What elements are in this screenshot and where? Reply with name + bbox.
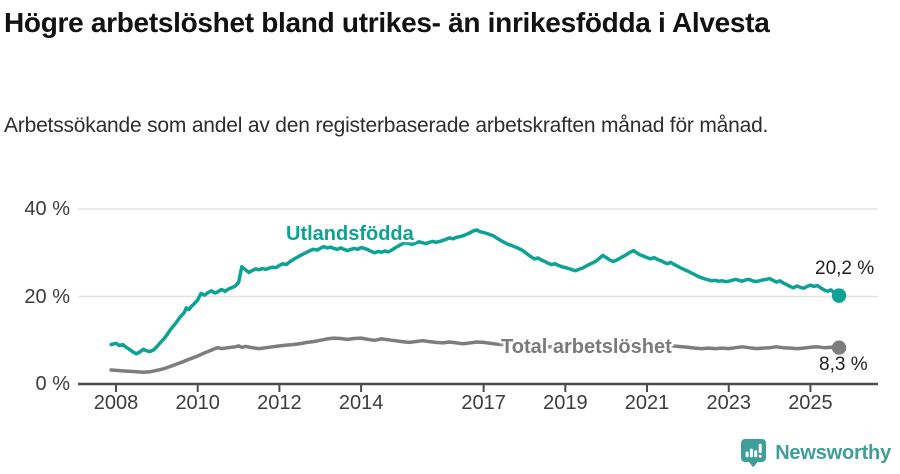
y-tick-label: 40 % <box>24 198 70 220</box>
end-value-label-total-arbetsloshet: 8,3 % <box>819 354 868 375</box>
y-tick-label: 20 % <box>24 285 70 308</box>
x-tick-label: 2023 <box>706 392 752 414</box>
page-title: Högre arbetslöshet bland utrikes- än inr… <box>4 7 770 38</box>
newsworthy-logo[interactable]: Newsworthy <box>740 438 891 468</box>
x-tick-label: 2012 <box>257 392 302 414</box>
x-tick-label: 2025 <box>788 392 833 414</box>
x-tick-label: 2008 <box>93 392 139 414</box>
x-tick-label: 2010 <box>175 392 220 414</box>
y-tick-label: 0 % <box>35 373 70 395</box>
series-label-utlandsfodda: Utlandsfödda <box>286 223 414 245</box>
x-tick-label: 2021 <box>624 392 670 414</box>
x-tick-label: 2014 <box>338 392 384 414</box>
newsworthy-wordmark: Newsworthy <box>775 441 891 464</box>
page-subtitle: Arbetssökande som andel av den registerb… <box>4 114 769 137</box>
newsworthy-icon <box>741 439 767 468</box>
end-value-label-utlandsfodda: 20,2 % <box>815 258 875 279</box>
x-tick-label: 2017 <box>461 392 506 414</box>
x-tick-label: 2019 <box>543 392 588 414</box>
series-label-total-arbetsloshet: Total arbetslöshet <box>501 336 672 358</box>
